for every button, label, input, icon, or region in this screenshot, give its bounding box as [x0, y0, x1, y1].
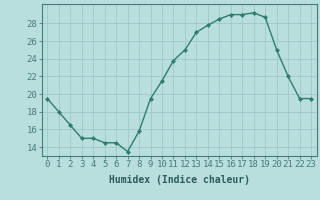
X-axis label: Humidex (Indice chaleur): Humidex (Indice chaleur)	[109, 175, 250, 185]
